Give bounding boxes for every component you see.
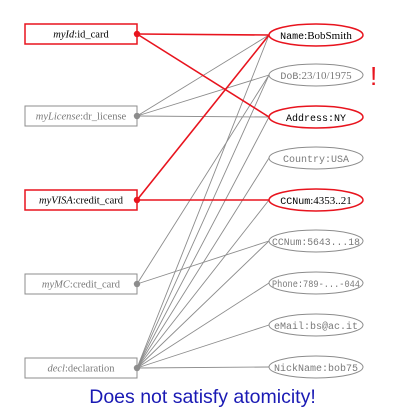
source-name: decl: [47, 364, 65, 375]
attribute-value: :789-...-044: [298, 280, 360, 291]
attribute-label: eMail:bs@ac.it: [274, 321, 358, 333]
source-port: [133, 112, 141, 120]
attribute-ccnum1: CCNum:4353..21: [268, 188, 364, 212]
source-myId: myId:id_card: [24, 23, 141, 45]
sources-layer: myId:id_cardmyLicense:dr_licensemyVISA:c…: [24, 23, 141, 379]
edges-layer: [136, 33, 270, 369]
attribute-value: :bob75: [322, 363, 358, 375]
attribute-key: DoB: [280, 72, 298, 83]
source-type: :credit_card: [70, 280, 121, 291]
edge-decl-address: [136, 116, 270, 369]
edge-decl-phone: [136, 282, 270, 369]
attribute-value: :bs@ac.it: [304, 321, 358, 333]
attribute-ellipse: [268, 355, 364, 379]
attribute-ellipse: [268, 63, 364, 87]
attribute-label: Phone:789-...-044: [272, 279, 360, 291]
source-type: :id_card: [74, 30, 109, 41]
attribute-label: Name:BobSmith: [280, 30, 352, 43]
attribute-value: :4353..21: [310, 195, 352, 207]
source-label: myLicense:dr_license: [36, 112, 127, 123]
attribute-dob: DoB:23/10/1975: [268, 63, 364, 87]
attribute-key: Phone: [272, 279, 298, 291]
attribute-value: :23/10/1975: [298, 70, 352, 82]
source-name: myMC: [42, 280, 71, 291]
attribute-phone: Phone:789-...-044: [268, 271, 364, 295]
attribute-key: Name: [280, 32, 304, 43]
attribute-label: CCNum:4353..21: [280, 195, 352, 208]
alert-exclamation: !: [370, 61, 377, 91]
edge-decl-email: [136, 324, 270, 369]
edge-decl-ccnum2: [136, 240, 270, 369]
caption: Does not satisfy atomicity!: [89, 386, 316, 408]
source-myLicense: myLicense:dr_license: [24, 105, 141, 127]
attribute-key: CCNum: [280, 197, 310, 208]
attribute-label: DoB:23/10/1975: [280, 70, 352, 83]
attribute-label: Country:USA: [283, 155, 349, 166]
edge-decl-nickname: [136, 366, 270, 369]
attribute-name: Name:BobSmith: [268, 23, 364, 47]
attribute-value: :NY: [328, 114, 346, 125]
attribute-email: eMail:bs@ac.it: [268, 313, 364, 337]
attribute-value: :5643...18: [301, 238, 360, 249]
source-label: myId:id_card: [53, 30, 109, 41]
attribute-ellipse: [268, 313, 364, 337]
attribute-value: :BobSmith: [304, 30, 352, 42]
attribute-ellipse: [268, 271, 364, 295]
attribute-label: NickName:bob75: [274, 363, 358, 375]
edge-myLicense-dob: [136, 74, 270, 117]
attribute-key: Country: [283, 155, 325, 166]
attribute-label: CCNum:5643...18: [272, 238, 360, 249]
attribute-ellipse: [268, 188, 364, 212]
attribute-ellipse: [268, 229, 364, 253]
source-name: myLicense: [36, 112, 81, 123]
attribute-key: CCNum: [272, 238, 301, 249]
attribute-key: NickName: [274, 363, 322, 375]
edge-myId-name: [136, 33, 270, 36]
source-port: [133, 364, 141, 372]
attribute-nickname: NickName:bob75: [268, 355, 364, 379]
identity-graph: myId:id_cardmyLicense:dr_licensemyVISA:c…: [24, 23, 377, 379]
edge-myMC-dob: [136, 74, 270, 285]
edge-decl-country: [136, 157, 270, 369]
attribute-key: eMail: [274, 321, 304, 333]
attribute-ccnum2: CCNum:5643...18: [268, 229, 364, 253]
attribute-country: Country:USA: [268, 146, 364, 170]
source-type: :dr_license: [80, 112, 126, 123]
source-port: [133, 30, 141, 38]
attributes-layer: Name:BobSmith DoB:23/10/1975 Address:NY Cou…: [268, 23, 364, 379]
source-name: myId: [53, 30, 75, 41]
source-type: :credit_card: [73, 196, 124, 207]
edge-myId-address: [136, 33, 270, 118]
source-port: [133, 280, 141, 288]
attribute-ellipse: [268, 146, 364, 170]
source-decl: decl:declaration: [24, 357, 141, 379]
source-label: myMC:credit_card: [42, 280, 121, 291]
edge-decl-dob: [136, 74, 270, 369]
source-type: :declaration: [65, 364, 115, 375]
source-name: myVISA: [39, 196, 73, 207]
edge-decl-name: [136, 34, 270, 369]
source-port: [133, 196, 141, 204]
attribute-ellipse: [268, 105, 364, 129]
source-label: decl:declaration: [47, 364, 115, 375]
source-label: myVISA:credit_card: [39, 196, 124, 207]
attribute-address: Address:NY: [268, 105, 364, 129]
attribute-value: :USA: [325, 155, 349, 166]
source-myMC: myMC:credit_card: [24, 273, 141, 295]
source-myVISA: myVISA:credit_card: [24, 189, 141, 211]
edge-myVISA-name: [136, 34, 270, 201]
attribute-ellipse: [268, 23, 364, 47]
attribute-key: Address: [286, 113, 328, 125]
attribute-label: Address:NY: [286, 113, 346, 125]
edge-decl-ccnum1: [136, 199, 270, 369]
